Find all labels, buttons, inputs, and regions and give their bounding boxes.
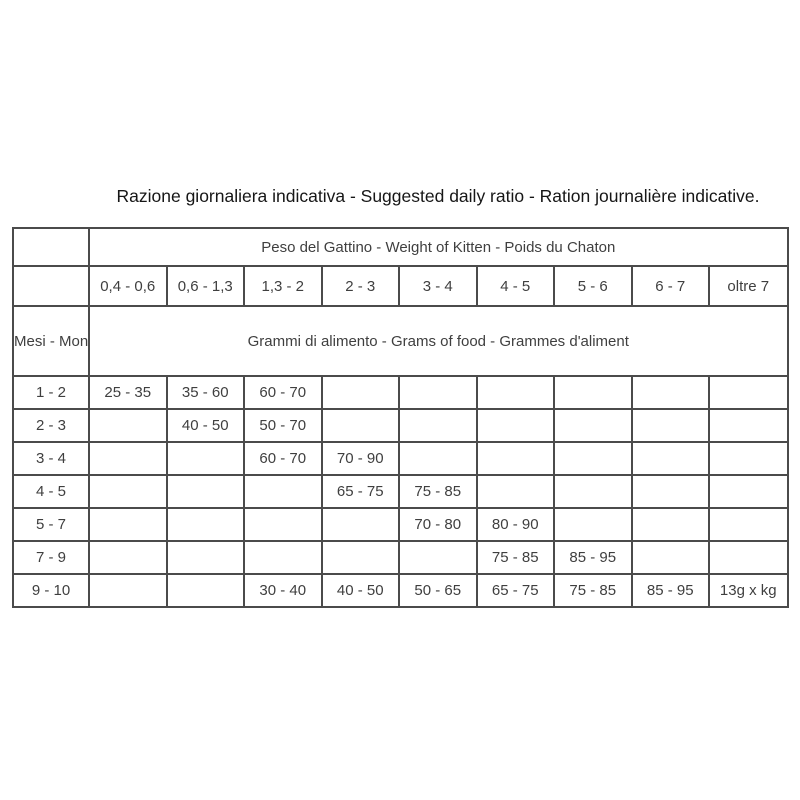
value-cell: 65 - 75 [475,573,555,608]
weight-header-row: Peso del Gattino - Weight of Kitten - Po… [12,227,789,267]
spacer-cell [12,227,90,267]
value-cell [630,408,710,443]
value-cell [553,408,633,443]
value-cell [553,441,633,476]
value-cell [88,507,168,542]
value-cell [243,474,323,509]
value-cell: 40 - 50 [320,573,400,608]
value-cell [708,375,789,410]
weight-columns-row: 0,4 - 0,6 0,6 - 1,3 1,3 - 2 2 - 3 3 - 4 … [12,265,789,307]
value-cell [475,408,555,443]
food-header-row: Mesi - Months - Mois Grammi di alimento … [12,305,789,377]
page-title: Razione giornaliera indicativa - Suggest… [116,186,760,206]
value-cell [165,474,245,509]
value-cell: 60 - 70 [243,441,323,476]
table-row: 1 - 2 25 - 35 35 - 60 60 - 70 [12,375,789,410]
value-cell [88,408,168,443]
value-cell: 25 - 35 [88,375,168,410]
value-cell: 85 - 95 [553,540,633,575]
value-cell [320,507,400,542]
value-cell: 75 - 85 [475,540,555,575]
weight-col-header: 0,4 - 0,6 [88,265,168,307]
weight-col-header: 0,6 - 1,3 [165,265,245,307]
age-cell: 5 - 7 [12,507,90,542]
value-cell [320,375,400,410]
age-cell: 7 - 9 [12,540,90,575]
value-cell: 60 - 70 [243,375,323,410]
value-cell [398,408,478,443]
age-cell: 4 - 5 [12,474,90,509]
value-cell [88,573,168,608]
age-cell: 1 - 2 [12,375,90,410]
value-cell [708,441,789,476]
value-cell: 13g x kg [708,573,789,608]
value-cell [708,474,789,509]
weight-col-header: oltre 7 [708,265,789,307]
value-cell [398,375,478,410]
value-cell: 50 - 65 [398,573,478,608]
table-row: 7 - 9 75 - 85 85 - 95 [12,540,789,575]
value-cell [88,540,168,575]
weight-col-header: 4 - 5 [475,265,555,307]
age-cell: 2 - 3 [12,408,90,443]
value-cell [243,540,323,575]
food-header: Grammi di alimento - Grams of food - Gra… [88,305,789,377]
value-cell [243,507,323,542]
kitten-feeding-table: Peso del Gattino - Weight of Kitten - Po… [12,227,789,608]
age-column-header: Mesi - Months - Mois [12,305,90,377]
value-cell [88,474,168,509]
value-cell: 70 - 90 [320,441,400,476]
value-cell: 75 - 85 [553,573,633,608]
value-cell: 70 - 80 [398,507,478,542]
weight-header: Peso del Gattino - Weight of Kitten - Po… [88,227,789,267]
table-row: 4 - 5 65 - 75 75 - 85 [12,474,789,509]
value-cell [630,507,710,542]
value-cell [630,540,710,575]
spacer-cell [12,265,90,307]
age-cell: 9 - 10 [12,573,90,608]
value-cell [398,540,478,575]
value-cell [165,507,245,542]
age-cell: 3 - 4 [12,441,90,476]
value-cell [553,474,633,509]
table-row: 5 - 7 70 - 80 80 - 90 [12,507,789,542]
table-row: 2 - 3 40 - 50 50 - 70 [12,408,789,443]
table-row: 3 - 4 60 - 70 70 - 90 [12,441,789,476]
weight-col-header: 6 - 7 [630,265,710,307]
value-cell [165,441,245,476]
value-cell [708,540,789,575]
value-cell [630,441,710,476]
value-cell [553,375,633,410]
value-cell [398,441,478,476]
value-cell [88,441,168,476]
value-cell [708,408,789,443]
value-cell [475,474,555,509]
value-cell: 75 - 85 [398,474,478,509]
weight-col-header: 2 - 3 [320,265,400,307]
value-cell: 85 - 95 [630,573,710,608]
value-cell [165,540,245,575]
value-cell [630,375,710,410]
table-row: 9 - 10 30 - 40 40 - 50 50 - 65 65 - 75 7… [12,573,789,608]
value-cell [165,573,245,608]
value-cell [475,375,555,410]
value-cell: 40 - 50 [165,408,245,443]
value-cell [320,540,400,575]
value-cell [630,474,710,509]
value-cell: 80 - 90 [475,507,555,542]
value-cell: 30 - 40 [243,573,323,608]
value-cell: 50 - 70 [243,408,323,443]
value-cell: 35 - 60 [165,375,245,410]
weight-col-header: 1,3 - 2 [243,265,323,307]
value-cell [320,408,400,443]
value-cell [553,507,633,542]
weight-col-header: 3 - 4 [398,265,478,307]
weight-col-header: 5 - 6 [553,265,633,307]
value-cell [708,507,789,542]
value-cell: 65 - 75 [320,474,400,509]
value-cell [475,441,555,476]
